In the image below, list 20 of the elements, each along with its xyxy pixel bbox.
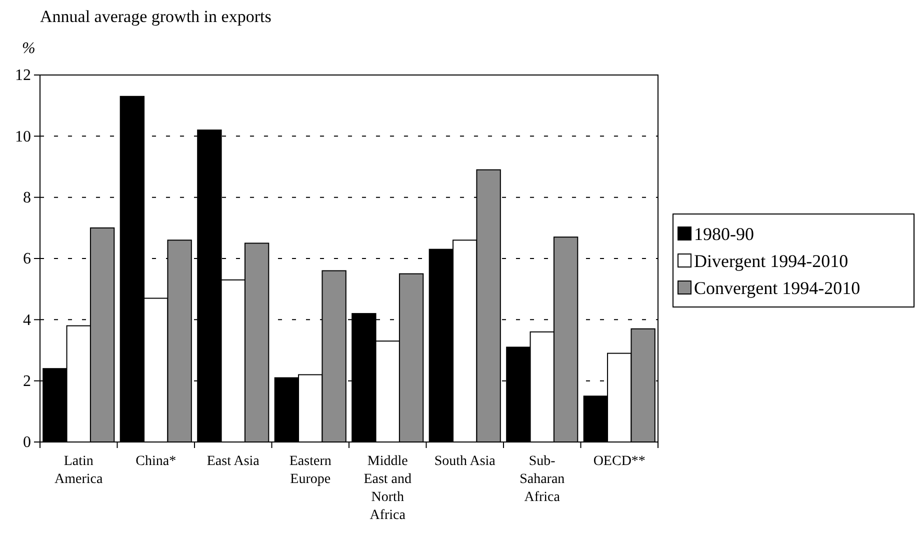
x-tick-label: Eastern Europe	[289, 454, 332, 487]
y-tick-label: 10	[15, 128, 31, 146]
legend-label: Divergent 1994-2010	[694, 251, 848, 271]
x-tick-label: East Asia	[206, 454, 260, 469]
y-tick-label: 2	[23, 372, 31, 390]
y-tick-label: 8	[23, 189, 31, 206]
x-tick-label: Latin America	[54, 454, 104, 487]
x-tick-label: China*	[136, 454, 176, 469]
y-tick-label: 4	[23, 312, 31, 329]
y-tick-label: 0	[23, 434, 31, 452]
y-tick-label: 12	[15, 67, 31, 84]
x-tick-label: South Asia	[434, 454, 496, 469]
y-tick-label: 6	[23, 250, 31, 268]
x-tick-label: Middle East and North Africa	[364, 454, 412, 523]
y-axis-title: %	[22, 40, 36, 57]
legend-label: 1980-90	[694, 224, 754, 244]
x-tick-label: Sub-Saharan Africa	[520, 454, 565, 505]
x-tick-label: OECD**	[593, 454, 646, 469]
chart-title: Annual average growth in exports	[40, 7, 272, 26]
legend-label: Convergent 1994-2010	[694, 278, 860, 298]
